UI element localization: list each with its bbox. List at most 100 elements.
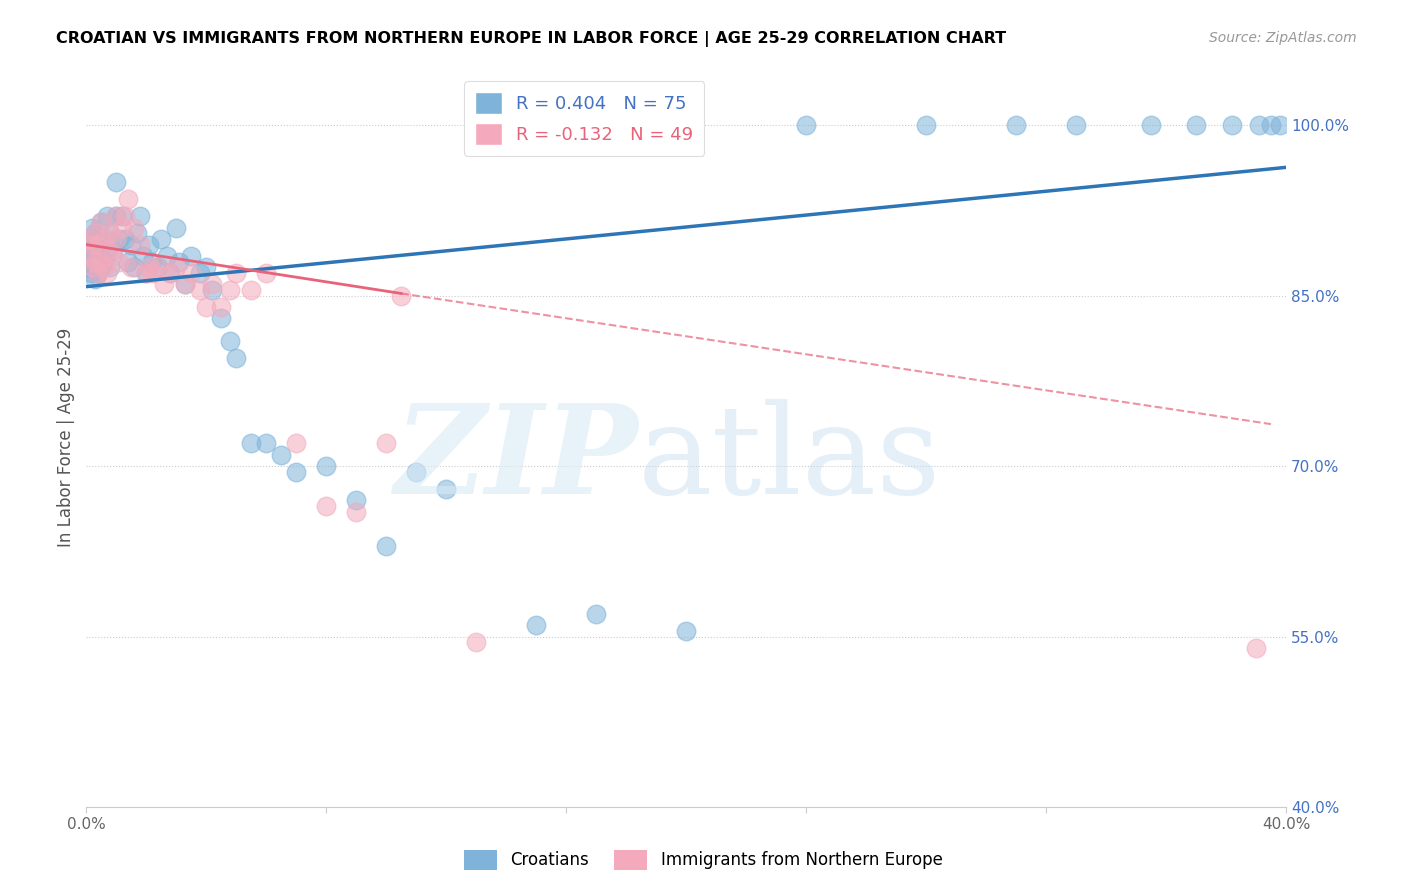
Point [794,118,817,132]
Point [93,254,115,268]
Point [132,249,155,263]
Point [434,482,457,496]
Point [129,237,152,252]
Point [225,351,247,366]
Point [84,226,107,240]
Legend: R = 0.404   N = 75, R = -0.132   N = 49: R = 0.404 N = 75, R = -0.132 N = 49 [464,81,704,156]
Point [84,254,107,268]
Point [79,232,101,246]
Point [129,209,152,223]
Point [150,232,173,246]
Point [93,260,115,275]
Point [285,436,308,450]
Point [159,266,181,280]
Point [84,271,107,285]
Point [127,226,149,240]
Point [1268,118,1291,132]
Point [285,465,308,479]
Point [148,260,170,275]
Point [174,277,197,292]
Point [124,260,146,275]
Point [344,505,367,519]
Point [87,249,110,263]
Point [82,220,104,235]
Point [90,260,112,275]
Point [188,266,211,280]
Point [148,260,170,275]
Point [105,175,128,189]
Point [82,237,104,252]
Point [82,254,104,268]
Point [165,220,187,235]
Point [915,118,938,132]
Point [465,635,488,649]
Point [1140,118,1163,132]
Y-axis label: In Labor Force | Age 25-29: In Labor Force | Age 25-29 [58,328,75,548]
Legend: Croatians, Immigrants from Northern Europe: Croatians, Immigrants from Northern Euro… [457,843,949,877]
Point [1247,118,1270,132]
Point [240,436,263,450]
Point [138,260,160,275]
Point [188,283,211,297]
Point [93,232,115,246]
Point [79,249,101,263]
Text: CROATIAN VS IMMIGRANTS FROM NORTHERN EUROPE IN LABOR FORCE | AGE 25-29 CORRELATI: CROATIAN VS IMMIGRANTS FROM NORTHERN EUR… [56,31,1007,47]
Point [79,260,101,275]
Point [98,260,121,275]
Point [90,215,112,229]
Point [180,266,202,280]
Point [96,244,118,258]
Point [135,266,157,280]
Point [120,260,142,275]
Point [1260,118,1282,132]
Point [153,277,176,292]
Point [180,249,202,263]
Point [111,220,134,235]
Point [1220,118,1243,132]
Point [87,237,110,252]
Point [195,300,218,314]
Point [138,237,160,252]
Point [108,232,131,246]
Point [254,436,277,450]
Point [141,266,163,280]
Point [96,244,118,258]
Point [315,499,337,513]
Point [111,209,134,223]
Point [1005,118,1028,132]
Point [169,254,191,268]
Point [105,209,128,223]
Point [209,300,232,314]
Point [156,249,179,263]
Text: Source: ZipAtlas.com: Source: ZipAtlas.com [1209,31,1357,45]
Point [98,226,121,240]
Point [87,232,110,246]
Point [209,311,232,326]
Point [375,436,398,450]
Point [375,539,398,553]
Point [195,260,218,275]
Text: ZIP: ZIP [395,399,638,521]
Point [270,448,292,462]
Point [201,277,224,292]
Point [344,493,367,508]
Point [103,244,125,258]
Point [96,266,118,280]
Point [117,192,139,206]
Point [114,209,136,223]
Point [240,283,263,297]
Point [90,237,112,252]
Point [201,283,224,297]
Point [225,266,247,280]
Point [79,244,101,258]
Point [93,232,115,246]
Point [82,237,104,252]
Point [141,254,163,268]
Point [79,232,101,246]
Point [90,254,112,268]
Point [87,266,110,280]
Point [219,283,242,297]
Point [117,254,139,268]
Point [254,266,277,280]
Point [135,266,157,280]
